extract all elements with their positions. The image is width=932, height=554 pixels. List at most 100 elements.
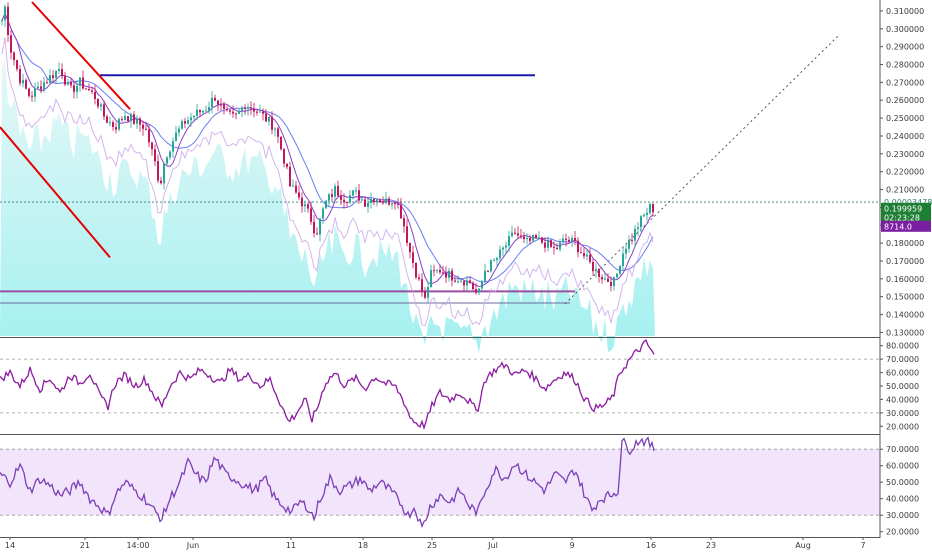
candle [319,218,321,242]
candle [550,239,552,249]
candle-body [592,262,594,272]
x-tick-label: Aug [795,541,811,550]
candle-body [220,104,222,106]
candle [643,213,645,218]
candle [235,112,237,120]
candle-body [301,197,303,207]
candle-body [481,281,483,289]
candle [52,70,54,82]
candle-body [640,216,642,228]
candle [202,109,204,115]
candle-body [190,117,192,121]
candle [439,264,441,275]
candle [172,137,174,158]
candle [337,180,339,198]
candle-body [505,245,507,248]
candle-body [391,203,393,205]
candle [511,225,513,238]
candle [382,196,384,205]
candle [34,82,36,103]
candle [103,100,105,120]
candle [232,105,234,118]
candle [310,201,312,225]
x-tick-label: 18 [358,541,368,550]
candle [478,288,480,296]
candle [343,193,345,209]
candle-body [118,119,120,130]
current-price-label-bg [881,196,931,208]
candle [637,222,639,236]
candle-body [304,204,306,207]
candle-body [445,273,447,278]
candle [127,115,129,123]
oscillator-2-axis-label: 50.0000 [886,478,919,487]
x-tick-label: 16 [646,541,656,550]
volume-badge-text: 8714.0 [884,222,912,231]
candle [304,200,306,213]
candle-body [340,195,342,200]
candle [241,105,243,118]
candle-body [124,116,126,120]
candle [469,276,471,284]
candle [346,201,348,208]
candle-body [274,128,276,130]
price-axis-label: 0.270000 [886,78,924,87]
candle-body [418,277,420,280]
candle-body [169,151,171,158]
candle-body [325,200,327,209]
candle [529,234,531,245]
candle-body [226,108,228,111]
candle [610,276,612,292]
candle [37,81,39,90]
candle-body [283,149,285,164]
candle [205,105,207,112]
candle [379,198,381,203]
candle [640,214,642,232]
candle [184,117,186,129]
candle-body [355,190,357,192]
candle-body [61,69,63,77]
candle-body [97,99,99,107]
price-axis-label: 0.290000 [886,43,924,52]
candle [394,201,396,210]
comparison-line [1,37,654,327]
candle-body [403,218,405,227]
candle [157,154,159,184]
candle-countdown-badge-text: 02:23:28 [884,213,920,222]
candle [412,245,414,269]
candle [325,199,327,209]
candle [607,273,609,282]
candle [406,219,408,247]
candle-body [598,268,600,277]
candle-body [289,166,291,187]
candle-body [133,114,135,124]
candle [283,148,285,168]
candle-body [562,238,564,243]
candle-body [145,128,147,130]
last-price-badge: 0.199959 [881,202,931,214]
candle-body [187,120,189,124]
candle-body [409,242,411,253]
candle [652,203,654,217]
candle-body [538,237,540,239]
candle-body [115,127,117,130]
oscillator-2-axis-label: 60.0000 [886,462,919,471]
candle [16,59,18,72]
candle [115,122,117,134]
candle [499,245,501,262]
x-axis: 14 21 14:00 Jun 11 18 25 Jul 9 16 23 Aug 7 [5,537,866,550]
candle [559,238,561,252]
candle [649,203,651,215]
candle-body [502,247,504,250]
candle-body [217,100,219,105]
candle [598,268,600,283]
candle-body [253,108,255,112]
moving-average-fast [1,12,654,288]
candle-body [214,97,216,101]
trend-channel-lower [0,126,111,259]
candle [145,122,147,131]
candle [67,78,69,86]
candle-body [469,280,471,284]
